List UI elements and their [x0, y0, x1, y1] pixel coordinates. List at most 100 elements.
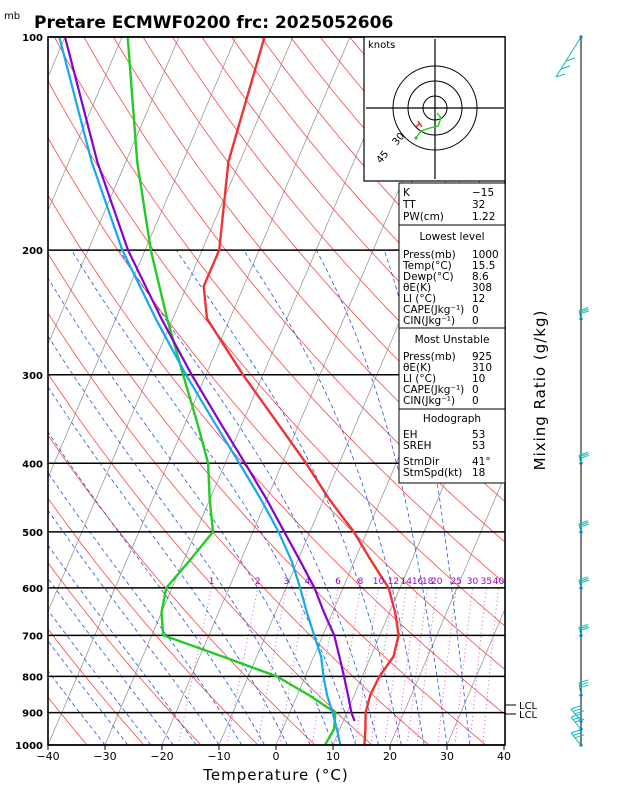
- wind-barbs: [555, 35, 589, 747]
- lcl-label-lower: LCL: [519, 710, 538, 721]
- mixing-ratio-label: 30: [467, 577, 479, 587]
- temperature-tick-label: −10: [207, 750, 230, 763]
- index-pw-label: PW(cm): [403, 211, 444, 223]
- dry-adiabat-line: [172, 37, 505, 424]
- wind-barb-shaft: [555, 36, 582, 78]
- wind-barb-feather: [578, 451, 589, 456]
- moist-adiabat-line: [71, 249, 357, 745]
- dry-adiabat-line: [48, 372, 373, 745]
- mixing-ratio-label: 20: [431, 577, 443, 587]
- pressure-tick-label: 700: [22, 631, 43, 642]
- wind-barb-shaft: [570, 716, 582, 730]
- isotherm-line: [48, 37, 237, 479]
- lowest-level-header: Lowest level: [419, 231, 484, 243]
- mixing-ratio-label: 10: [373, 577, 385, 587]
- hodograph-point: [414, 136, 418, 140]
- wind-barb-feather: [578, 623, 589, 628]
- ll-press-label: Press(mb): [403, 249, 456, 261]
- mixing-ratio-line: [469, 587, 487, 745]
- wind-barb-feather: [570, 729, 581, 734]
- pressure-tick-label: 500: [22, 528, 43, 539]
- wind-barb-feather: [579, 308, 589, 313]
- temperature-tick-label: 30: [440, 750, 454, 763]
- isotherm-line: [0, 37, 8, 745]
- mixing-ratio-axis-title: Mixing Ratio (g/kg): [531, 310, 549, 471]
- moist-adiabat-line: [48, 431, 265, 745]
- hodograph-trace: [415, 112, 442, 139]
- indices-frame: [398, 182, 506, 484]
- mu-press-value: 925: [472, 351, 492, 363]
- wind-level-dot: [579, 530, 583, 534]
- mixing-ratio-label: 4: [304, 577, 310, 587]
- moist-adiabat-line: [48, 640, 129, 745]
- ll-li-label: LI (°C): [403, 293, 436, 305]
- eh-label: EH: [403, 429, 418, 441]
- dry-adiabat-line: [48, 562, 202, 745]
- mu-li-label: LI (°C): [403, 373, 436, 385]
- wetbulb-profile-line: [58, 37, 342, 745]
- mixing-ratio-label: 2: [255, 577, 261, 587]
- mu-cin-value: 0: [472, 395, 479, 407]
- wind-barb-feather: [579, 627, 589, 632]
- wind-barb-feather: [572, 716, 583, 721]
- temperature-tick-label: −30: [93, 750, 116, 763]
- moist-adiabat-line: [118, 249, 379, 745]
- wind-barb-feather: [570, 705, 581, 710]
- x-axis-ticks: −40 −30 −20 −10 0 10 20 30 40: [36, 745, 511, 763]
- wind-barb-feather: [565, 57, 576, 62]
- wind-barb-feather: [579, 310, 589, 315]
- index-tt-value: 32: [472, 199, 485, 211]
- index-pw-value: 1.22: [472, 211, 495, 223]
- wind-barb-feather: [555, 73, 566, 78]
- mixing-ratio-label: 8: [358, 577, 364, 587]
- mu-thetae-label: θE(K): [403, 362, 431, 374]
- stmspd-label: StmSpd(kt): [403, 467, 462, 479]
- wind-barb-feather: [570, 713, 581, 718]
- mixing-ratio-line: [406, 587, 429, 745]
- moist-adiabat-line: [48, 544, 197, 745]
- mixing-ratio-line: [482, 587, 499, 745]
- hodograph-unit: knots: [368, 40, 395, 51]
- indices-panel: K −15 TT 32 PW(cm) 1.22 Lowest level Pre…: [398, 182, 506, 484]
- y-axis-ticks: 100 200 300 400 500 600 700 800 900 1000: [15, 33, 43, 752]
- ll-li-value: 12: [472, 293, 485, 305]
- index-k-value: −15: [472, 187, 494, 199]
- wind-level-dot: [579, 633, 583, 637]
- hodograph-rings: [366, 39, 504, 179]
- pressure-tick-label: 800: [22, 672, 43, 683]
- pressure-tick-label: 1000: [15, 741, 43, 752]
- index-k-label: K: [403, 187, 411, 199]
- wind-barb-feather: [579, 579, 589, 584]
- dry-adiabat-line: [48, 312, 430, 745]
- ll-cape-value: 0: [472, 304, 479, 316]
- ll-cin-value: 0: [472, 315, 479, 327]
- ll-cin-label: CIN(Jkg⁻¹): [403, 315, 455, 327]
- mixing-ratio-label: 18: [422, 577, 434, 587]
- wind-barb-feather: [572, 707, 583, 712]
- ll-thetae-value: 308: [472, 282, 492, 294]
- hodograph: knots 30 45: [363, 36, 506, 182]
- isotherm-line: [48, 37, 180, 346]
- wind-barb-feather: [579, 454, 589, 459]
- wind-barb-feather: [579, 453, 589, 458]
- isotherm-line: [446, 608, 505, 745]
- mixing-ratio-label: 25: [451, 577, 462, 587]
- most-unstable-header: Most Unstable: [415, 334, 490, 346]
- lcl-markers: LCL LCL: [505, 701, 538, 721]
- wind-barb-feather: [572, 731, 583, 736]
- dry-adiabat-line: [48, 696, 88, 745]
- dry-adiabat-line: [48, 194, 505, 715]
- wind-barb-feather: [560, 65, 571, 70]
- pressure-tick-label: 100: [22, 33, 43, 44]
- moist-adiabat-line: [48, 609, 151, 745]
- temperature-tick-label: 40: [497, 750, 511, 763]
- mixing-ratio-label: 12: [388, 577, 399, 587]
- wind-barb-feather: [579, 681, 589, 686]
- wind-barb-shaft: [570, 732, 582, 746]
- dry-adiabat-line: [48, 628, 145, 745]
- isotherm-line: [389, 474, 505, 745]
- dry-adiabat-line: [48, 434, 316, 745]
- sreh-label: SREH: [403, 440, 432, 452]
- parcel-profile-line: [63, 37, 356, 722]
